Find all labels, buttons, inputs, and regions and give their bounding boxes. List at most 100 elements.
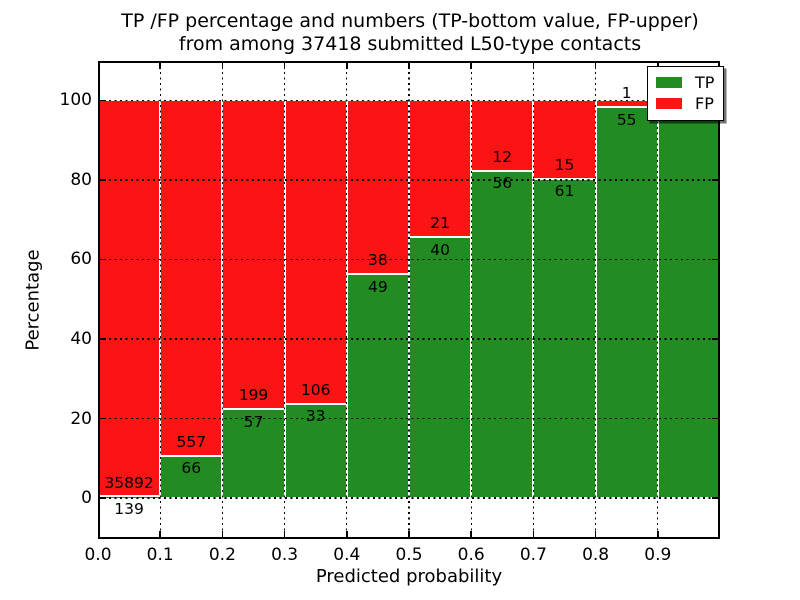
gridline-horizontal bbox=[98, 417, 720, 420]
y-tick-mark-right bbox=[712, 417, 720, 420]
plot-area bbox=[98, 61, 720, 539]
x-tick-mark-top bbox=[159, 61, 161, 69]
gridline-vertical bbox=[657, 61, 659, 539]
x-tick-mark-bottom bbox=[159, 531, 161, 539]
x-tick-label: 0.1 bbox=[146, 545, 174, 565]
bar-fp-count-label: 1 bbox=[621, 84, 632, 103]
x-tick-mark-top bbox=[408, 61, 410, 69]
x-tick-label: 0.7 bbox=[519, 545, 547, 565]
gridline-vertical bbox=[159, 61, 161, 539]
gridline-vertical bbox=[221, 61, 224, 539]
legend-swatch-fp bbox=[656, 98, 682, 109]
x-tick-mark-top bbox=[221, 61, 224, 69]
bar-fp-count-label: 199 bbox=[238, 386, 269, 405]
legend-label-fp: FP bbox=[695, 93, 714, 113]
bar-fp-count-label: 35892 bbox=[104, 473, 154, 492]
x-tick-mark-bottom bbox=[657, 531, 659, 539]
x-tick-mark-bottom bbox=[98, 531, 100, 539]
x-tick-mark-bottom bbox=[346, 531, 348, 539]
bar-fp-segment-4 bbox=[346, 100, 409, 275]
x-tick-mark-bottom bbox=[221, 531, 224, 539]
bar-tp-count-label: 57 bbox=[243, 412, 264, 431]
y-tick-mark-right bbox=[712, 258, 720, 261]
gridline-vertical bbox=[594, 61, 597, 539]
x-tick-mark-bottom bbox=[718, 531, 720, 539]
x-tick-label: 0.6 bbox=[457, 545, 485, 565]
x-tick-mark-top bbox=[98, 61, 100, 69]
bar-tp-count-label: 33 bbox=[305, 407, 326, 426]
legend-swatch-tp bbox=[656, 77, 682, 88]
gridline-horizontal bbox=[98, 179, 720, 181]
bar-tp-segment-5 bbox=[409, 237, 472, 499]
y-tick-mark-right bbox=[712, 497, 720, 499]
y-tick-label: 20 bbox=[70, 408, 92, 429]
gridline-horizontal bbox=[98, 497, 720, 499]
gridline-vertical bbox=[408, 61, 410, 539]
legend-label-tp: TP bbox=[695, 72, 715, 92]
bar-fp-segment-6 bbox=[471, 100, 534, 171]
x-tick-label: 0.9 bbox=[644, 545, 672, 565]
chart-title: TP /FP percentage and numbers (TP-bottom… bbox=[99, 10, 721, 56]
y-tick-mark-left bbox=[98, 417, 106, 420]
bar-fp-count-label: 21 bbox=[430, 214, 450, 233]
axis-spine-right bbox=[718, 61, 720, 539]
gridline-vertical bbox=[283, 61, 286, 539]
y-tick-label: 100 bbox=[59, 90, 92, 111]
bar-fp-count-label: 12 bbox=[492, 147, 513, 166]
legend-entry-tp: TP bbox=[656, 72, 714, 93]
bar-tp-count-label: 56 bbox=[492, 174, 513, 193]
bar-tp-segment-0 bbox=[98, 496, 161, 499]
bar-fp-segment-2 bbox=[222, 100, 285, 410]
x-tick-mark-top bbox=[346, 61, 348, 69]
x-tick-mark-bottom bbox=[283, 531, 286, 539]
legend-entry-fp: FP bbox=[656, 93, 714, 114]
x-tick-mark-bottom bbox=[470, 531, 472, 539]
x-tick-mark-top bbox=[718, 61, 720, 69]
legend: TP FP bbox=[647, 66, 725, 121]
bar-tp-segment-9 bbox=[657, 100, 720, 499]
x-tick-label: 0.2 bbox=[208, 545, 236, 565]
x-tick-mark-bottom bbox=[594, 531, 597, 539]
gridline-horizontal bbox=[98, 258, 720, 261]
gridline-vertical bbox=[532, 61, 535, 539]
x-tick-mark-top bbox=[657, 61, 659, 69]
gridline-vertical bbox=[470, 61, 472, 539]
bar-tp-count-label: 49 bbox=[368, 277, 388, 296]
x-tick-label: 0.0 bbox=[84, 545, 112, 565]
axis-spine-left bbox=[98, 61, 100, 539]
x-tick-label: 0.5 bbox=[395, 545, 423, 565]
y-tick-mark-left bbox=[98, 497, 106, 499]
gridline-vertical bbox=[346, 61, 348, 539]
bar-tp-count-label: 61 bbox=[554, 182, 575, 201]
y-tick-mark-right bbox=[712, 338, 720, 340]
x-tick-label: 0.8 bbox=[582, 545, 610, 565]
gridline-horizontal bbox=[98, 99, 720, 102]
x-tick-label: 0.4 bbox=[333, 545, 361, 565]
y-tick-label: 60 bbox=[70, 249, 92, 270]
x-tick-mark-bottom bbox=[532, 531, 535, 539]
y-tick-label: 0 bbox=[81, 488, 92, 509]
x-tick-label: 0.3 bbox=[271, 545, 299, 565]
y-tick-mark-left bbox=[98, 338, 106, 340]
chart-title-line1: TP /FP percentage and numbers (TP-bottom… bbox=[121, 10, 699, 32]
bar-tp-count-label: 139 bbox=[114, 500, 144, 518]
bar-tp-count-label: 55 bbox=[616, 110, 637, 129]
y-tick-mark-left bbox=[98, 179, 106, 181]
y-tick-mark-left bbox=[98, 258, 106, 261]
x-tick-mark-top bbox=[283, 61, 286, 69]
bar-fp-count-label: 557 bbox=[176, 432, 207, 451]
y-tick-mark-left bbox=[98, 99, 106, 102]
x-tick-mark-top bbox=[594, 61, 597, 69]
gridline-horizontal bbox=[98, 338, 720, 340]
bar-tp-count-label: 66 bbox=[181, 459, 202, 478]
y-tick-label: 80 bbox=[70, 169, 92, 190]
bar-fp-count-label: 38 bbox=[368, 251, 388, 270]
x-tick-mark-top bbox=[532, 61, 535, 69]
bar-fp-count-label: 15 bbox=[554, 155, 575, 174]
chart-title-line2: from among 37418 submitted L50-type cont… bbox=[178, 33, 642, 55]
x-tick-mark-top bbox=[470, 61, 472, 69]
y-tick-mark-right bbox=[712, 179, 720, 181]
x-tick-mark-bottom bbox=[408, 531, 410, 539]
bar-fp-count-label: 106 bbox=[300, 380, 331, 399]
